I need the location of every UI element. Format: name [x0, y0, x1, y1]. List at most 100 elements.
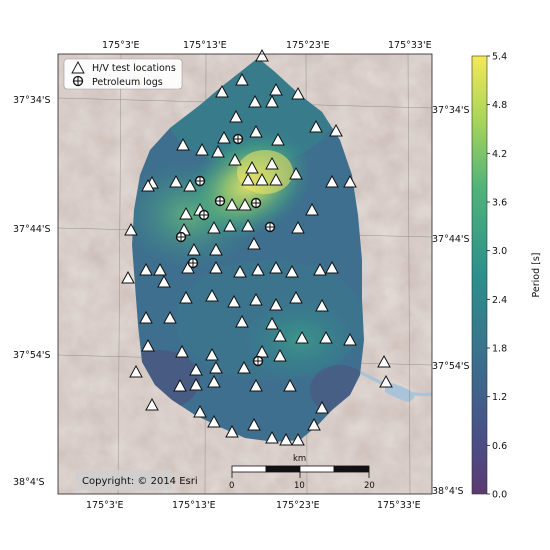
longitude-ticks-top: 175°3'E 175°13'E 175°23'E 175°33'E: [102, 40, 432, 51]
petroleum-log-marker: [252, 355, 264, 367]
hv-test-location-marker: [225, 424, 239, 438]
hv-test-location-marker: [139, 310, 153, 324]
hv-test-location-marker: [124, 222, 138, 236]
lat-tick-left: 38°4'S: [13, 477, 45, 488]
lat-tick-left: 37°54'S: [13, 350, 51, 361]
hv-test-location-marker: [195, 142, 209, 156]
colorbar-label: Period [s]: [531, 252, 542, 297]
lat-tick-left: 37°34'S: [13, 95, 51, 106]
hv-test-location-marker: [241, 218, 255, 232]
lon-tick-bottom: 175°13'E: [172, 500, 216, 511]
copyright-text: Copyright: © 2014 Esri: [82, 476, 198, 487]
hv-test-location-marker: [343, 174, 357, 188]
hv-test-location-marker: [265, 156, 279, 170]
crosshair-circle-icon: [72, 75, 84, 87]
hv-test-location-marker: [175, 344, 189, 358]
hv-test-location-marker: [325, 260, 339, 274]
legend-hv-label: H/V test locations: [92, 63, 176, 74]
hv-test-location-marker: [247, 417, 261, 431]
hv-test-location-marker: [265, 94, 279, 108]
hv-test-location-marker: [141, 178, 155, 192]
scalebar-unit: km: [293, 454, 306, 464]
latitude-ticks-right: 37°34'S 37°44'S 37°54'S 38°4'S: [432, 105, 470, 497]
hv-test-location-marker: [176, 137, 190, 151]
hv-test-location-marker: [211, 144, 225, 158]
triangle-marker-icon: [71, 61, 85, 74]
hv-test-location-marker: [183, 178, 197, 192]
hv-test-location-marker: [343, 332, 357, 346]
hv-test-location-marker: [315, 400, 329, 414]
scalebar-seg: [265, 465, 301, 473]
hv-test-location-marker: [238, 197, 252, 211]
colorbar-tick-label: 0.6: [492, 441, 507, 452]
hv-test-location-marker: [269, 297, 283, 311]
petroleum-log-marker: [232, 133, 244, 145]
hv-test-location-marker: [249, 124, 263, 138]
lon-tick-bottom: 175°33'E: [377, 500, 421, 511]
hv-test-location-marker: [279, 432, 293, 446]
hv-test-location-marker: [141, 338, 155, 352]
hv-test-location-marker: [225, 197, 239, 211]
hv-test-location-marker: [241, 172, 255, 186]
scalebar-seg: [299, 465, 335, 473]
colorbar-tick-label: 0.0: [492, 490, 507, 501]
map-frame: [57, 53, 433, 495]
petroleum-log-marker: [264, 221, 276, 233]
hv-test-location-marker: [265, 316, 279, 330]
hv-test-location-marker: [145, 397, 159, 411]
hv-test-location-marker: [305, 202, 319, 216]
hv-test-location-marker: [255, 344, 269, 358]
petroleum-log-marker: [187, 257, 199, 269]
hv-test-location-marker: [295, 330, 309, 344]
copyright-box: [76, 470, 172, 490]
hv-test-location-marker: [285, 264, 299, 278]
legend-petroleum-label: Petroleum logs: [92, 77, 163, 88]
hv-test-location-marker: [189, 362, 203, 376]
scalebar-label: 20: [364, 481, 375, 491]
hv-test-location-marker: [307, 417, 321, 431]
colorbar-tick-label: 3.6: [492, 198, 507, 209]
colorbar-gradient: [471, 55, 488, 495]
hv-test-location-marker: [235, 72, 249, 86]
hv-test-location-marker: [228, 152, 242, 166]
hv-test-location-marker: [269, 82, 283, 96]
scalebar-seg: [333, 465, 370, 473]
hv-test-location-marker: [269, 260, 283, 274]
hv-test-location-marker: [249, 292, 263, 306]
hv-test-location-marker: [255, 48, 269, 62]
hv-test-location-marker: [163, 310, 177, 324]
scalebar-label: 0: [229, 481, 234, 491]
scalebar-seg: [231, 465, 267, 473]
colorbar-tick-label: 5.4: [492, 52, 507, 63]
hv-test-location-marker: [207, 220, 221, 234]
hv-test-location-marker: [209, 260, 223, 274]
latitude-ticks-left: 37°34'S 37°44'S 37°54'S 38°4'S: [13, 95, 51, 488]
hv-test-location-marker: [319, 330, 333, 344]
colorbar-ticks: 5.4 4.8 4.2 3.6 3.0 2.4 1.8 1.2 0.6 0.0: [487, 52, 507, 501]
hv-test-location-marker: [291, 86, 305, 100]
hv-test-location-marker: [179, 206, 193, 220]
hv-test-location-marker: [169, 174, 183, 188]
hv-test-location-marker: [329, 123, 343, 137]
colorbar-tick-label: 2.4: [492, 295, 507, 306]
hv-test-location-marker: [217, 130, 231, 144]
hv-test-location-marker: [229, 109, 243, 123]
hv-test-location-marker: [289, 166, 303, 180]
lon-tick-bottom: 175°3'E: [86, 500, 124, 511]
hv-test-location-marker: [223, 218, 237, 232]
scalebar-label: 10: [294, 481, 305, 491]
hv-test-location-marker: [179, 290, 193, 304]
colorbar: 5.4 4.8 4.2 3.6 3.0 2.4 1.8 1.2 0.6 0.0 Period [s…: [471, 52, 542, 501]
hv-test-location-marker: [209, 242, 223, 256]
colorbar-tick-label: 4.2: [492, 149, 507, 160]
lat-tick-right: 38°4'S: [432, 486, 464, 497]
hv-test-location-marker: [315, 298, 329, 312]
hv-test-location-marker: [251, 262, 265, 276]
hv-test-location-marker: [289, 290, 303, 304]
hv-test-location-marker: [187, 242, 201, 256]
hv-test-location-marker: [255, 172, 269, 186]
river-water: [359, 370, 433, 396]
hv-test-location-marker: [235, 314, 249, 328]
hv-test-location-marker: [139, 262, 153, 276]
